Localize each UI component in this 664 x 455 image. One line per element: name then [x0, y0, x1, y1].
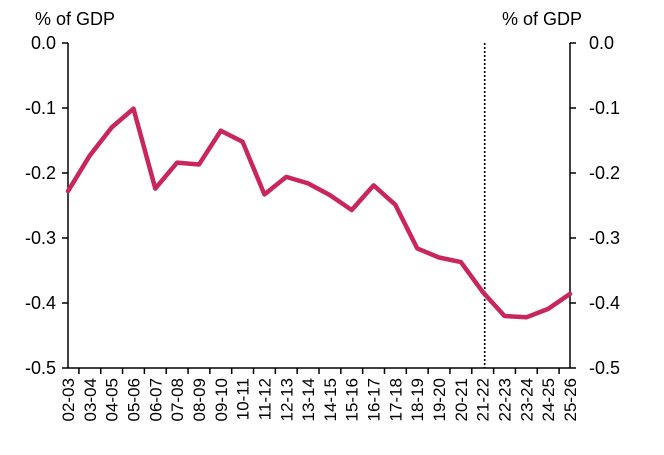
x-tick-label: 19-20 [430, 378, 449, 421]
data-point [88, 153, 92, 157]
right-y-tick-label: -0.4 [589, 293, 620, 313]
x-tick-label: 22-23 [496, 378, 515, 421]
right-y-tick-label: -0.5 [589, 358, 620, 378]
data-point [131, 107, 135, 111]
right-y-tick-label: -0.1 [589, 98, 620, 118]
data-point [459, 260, 463, 264]
data-point [524, 315, 528, 319]
data-point [393, 203, 397, 207]
left-axis-unit: % of GDP [35, 9, 115, 29]
series-line [65, 106, 573, 320]
data-point [219, 129, 223, 133]
x-tick-label: 23-24 [517, 378, 536, 421]
left-y-tick-label: -0.2 [25, 163, 56, 183]
data-point [175, 161, 179, 165]
left-y-tick-label: -0.5 [25, 358, 56, 378]
data-point [350, 208, 354, 212]
x-tick-label: 02-03 [59, 378, 78, 421]
x-tick-label: 17-18 [386, 378, 405, 421]
right-y-tick-label: 0.0 [589, 33, 614, 53]
data-point [568, 292, 572, 296]
data-point [197, 163, 201, 167]
x-tick-label: 13-14 [299, 378, 318, 421]
right-axis-unit: % of GDP [502, 9, 582, 29]
data-point [66, 189, 70, 193]
x-tick-label: 15-16 [343, 378, 362, 421]
x-tick-label: 04-05 [103, 378, 122, 421]
data-point [437, 256, 441, 260]
left-axis: 0.0 -0.1 -0.2 -0.3 -0.4 -0.5 [25, 33, 69, 378]
left-y-tick-label: -0.4 [25, 293, 56, 313]
right-axis: 0.0 -0.1 -0.2 -0.3 -0.4 -0.5 [569, 33, 620, 378]
x-tick-label: 05-06 [124, 378, 143, 421]
left-y-tick-label: 0.0 [31, 33, 56, 53]
data-point [262, 192, 266, 196]
data-point [110, 126, 114, 130]
x-tick-label: 06-07 [146, 378, 165, 421]
x-tick-label: 09-10 [212, 378, 231, 421]
x-tick-label: 18-19 [408, 378, 427, 421]
data-point [284, 175, 288, 179]
x-tick-label: 11-12 [255, 378, 274, 420]
x-tick-label: 16-17 [365, 378, 384, 421]
x-tick-label: 12-13 [277, 378, 296, 421]
data-point [546, 307, 550, 311]
right-y-tick-label: -0.3 [589, 228, 620, 248]
x-tick-label: 10-11 [234, 378, 253, 420]
data-point [481, 290, 485, 294]
data-point [503, 314, 507, 318]
x-tick-label: 25-26 [561, 378, 580, 421]
x-tick-label: 08-09 [190, 378, 209, 421]
x-tick-label: 24-25 [539, 378, 558, 421]
data-point [372, 183, 376, 187]
data-point [415, 246, 419, 250]
left-y-tick-label: -0.1 [25, 98, 56, 118]
data-point [328, 193, 332, 197]
data-point [241, 140, 245, 144]
x-tick-label: 14-15 [321, 378, 340, 421]
left-y-tick-label: -0.3 [25, 228, 56, 248]
right-y-tick-label: -0.2 [589, 163, 620, 183]
x-tick-label: 07-08 [168, 378, 187, 421]
x-tick-label: 03-04 [81, 378, 100, 421]
x-tick-label: 20-21 [452, 378, 471, 421]
data-point [306, 181, 310, 185]
x-axis: 02-03 03-04 04-05 05-06 06-07 07-08 08-09 09-10… [59, 367, 580, 421]
x-tick-label: 21-22 [474, 378, 493, 421]
data-point [153, 187, 157, 191]
